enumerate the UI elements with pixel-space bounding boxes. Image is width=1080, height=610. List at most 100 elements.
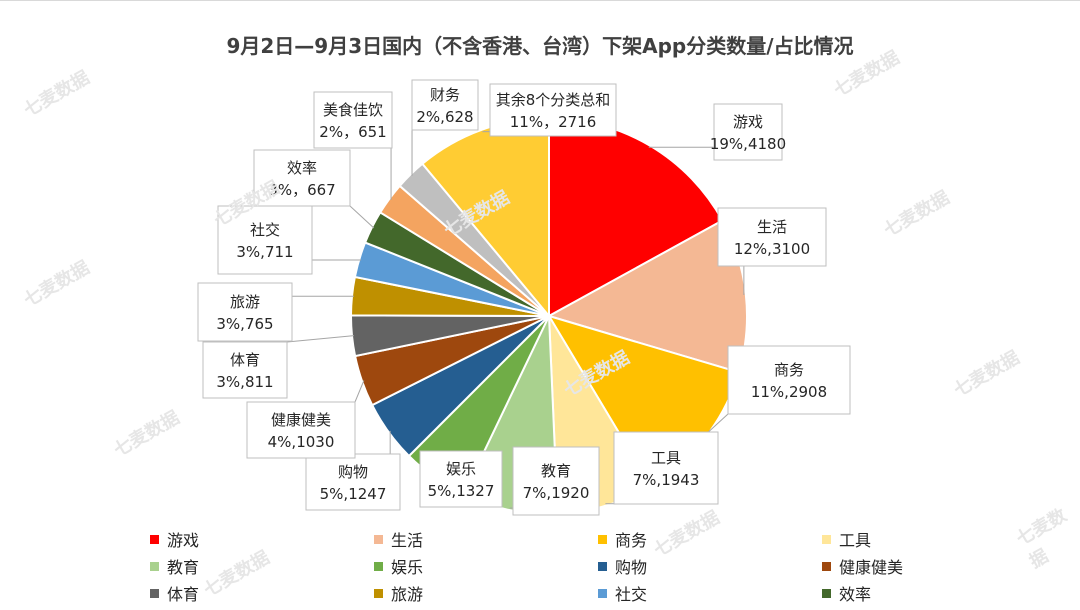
data-label-value: 3%,765 <box>216 315 273 333</box>
legend-swatch <box>374 588 383 598</box>
data-label-value: 11%，2716 <box>510 113 597 131</box>
data-label-name: 购物 <box>338 463 368 481</box>
data-label-5: 娱乐 5%,1327 <box>419 450 503 508</box>
chart-title: 9月2日—9月3日国内（不含香港、台湾）下架App分类数量/占比情况 <box>226 34 854 58</box>
data-label-name: 娱乐 <box>446 460 476 478</box>
data-label-8: 体育 3%,811 <box>202 341 288 399</box>
data-label-2: 商务 11%,2908 <box>727 345 851 415</box>
legend-swatch <box>150 588 159 598</box>
data-label-name: 旅游 <box>230 293 260 311</box>
data-label-name: 社交 <box>250 221 280 239</box>
data-label-box <box>419 450 503 508</box>
legend-swatch <box>150 561 159 571</box>
legend-item: 健康健美 <box>822 554 903 578</box>
legend-swatch <box>598 534 607 544</box>
data-label-12: 美食佳饮 2%，651 <box>313 91 393 149</box>
data-label-box <box>197 282 293 342</box>
data-label-value: 3%，667 <box>268 181 335 199</box>
data-label-value: 7%,1920 <box>523 484 590 502</box>
legend-item: 旅游 <box>374 581 423 605</box>
leader-line-8 <box>286 335 355 343</box>
legend-label: 教育 <box>167 558 200 577</box>
legend-swatch <box>822 561 831 571</box>
data-label-box <box>727 345 851 415</box>
data-label-box <box>489 83 617 137</box>
data-label-box <box>713 103 783 161</box>
leader-line-7 <box>354 380 365 403</box>
legend-item: 工具 <box>822 527 871 551</box>
data-label-box <box>202 341 288 399</box>
data-label-3: 工具 7%,1943 <box>613 431 719 505</box>
data-label-name: 教育 <box>541 462 571 480</box>
data-label-0: 游戏 19%,4180 <box>710 103 786 161</box>
data-label-value: 5%,1247 <box>320 485 387 503</box>
data-label-box <box>217 205 313 275</box>
data-label-1: 生活 12%,3100 <box>717 207 827 267</box>
legend-label: 效率 <box>839 585 872 604</box>
leader-line-11 <box>349 205 375 229</box>
data-label-name: 其余8个分类总和 <box>496 91 611 109</box>
legend-label: 商务 <box>615 531 648 550</box>
data-label-name: 游戏 <box>733 113 763 131</box>
data-label-value: 3%,711 <box>236 243 293 261</box>
legend-label: 社交 <box>615 585 648 604</box>
data-label-10: 社交 3%,711 <box>217 205 313 275</box>
legend-item: 商务 <box>598 527 647 551</box>
data-label-name: 美食佳饮 <box>323 101 383 119</box>
legend-label: 购物 <box>615 558 648 577</box>
legend-label: 娱乐 <box>391 558 424 577</box>
data-label-7: 健康健美 4%,1030 <box>246 401 356 459</box>
data-label-box <box>717 207 827 267</box>
data-label-box <box>253 149 351 207</box>
legend-swatch <box>374 561 383 571</box>
data-label-name: 工具 <box>651 449 681 467</box>
data-label-9: 旅游 3%,765 <box>197 282 293 342</box>
data-label-name: 健康健美 <box>271 411 331 429</box>
data-label-name: 商务 <box>774 361 804 379</box>
data-label-name: 效率 <box>287 159 317 177</box>
chart-legend: 游戏 生活 商务 工具教育 娱乐 购物 健康健美体育 旅游 社交 效率 <box>150 527 1050 607</box>
data-label-14: 其余8个分类总和 11%，2716 <box>489 83 617 137</box>
legend-swatch <box>822 588 831 598</box>
data-label-box <box>246 401 356 459</box>
data-label-name: 财务 <box>430 86 460 104</box>
data-label-name: 体育 <box>230 351 260 369</box>
data-label-11: 效率 3%，667 <box>253 149 351 207</box>
data-label-box <box>512 446 600 516</box>
data-label-value: 11%,2908 <box>751 383 827 401</box>
data-label-4: 教育 7%,1920 <box>512 446 600 516</box>
data-label-value: 19%,4180 <box>710 135 786 153</box>
data-label-value: 12%,3100 <box>734 240 810 258</box>
data-label-name: 生活 <box>757 218 787 236</box>
data-label-value: 2%，651 <box>319 123 386 141</box>
legend-item: 效率 <box>822 581 871 605</box>
legend-swatch <box>598 588 607 598</box>
data-label-value: 3%,811 <box>216 373 273 391</box>
legend-item: 游戏 <box>150 527 199 551</box>
legend-item: 体育 <box>150 581 199 605</box>
data-label-13: 财务 2%,628 <box>411 79 479 131</box>
data-label-box <box>613 431 719 505</box>
data-label-value: 5%,1327 <box>428 482 495 500</box>
data-label-box <box>411 79 479 131</box>
data-label-box <box>313 91 393 149</box>
data-label-value: 7%,1943 <box>633 471 700 489</box>
legend-label: 健康健美 <box>839 558 904 577</box>
legend-item: 生活 <box>374 527 423 551</box>
legend-item: 娱乐 <box>374 554 423 578</box>
legend-swatch <box>598 561 607 571</box>
legend-label: 工具 <box>839 531 872 550</box>
legend-label: 游戏 <box>167 531 200 550</box>
data-label-6: 购物 5%,1247 <box>305 453 401 511</box>
legend-item: 社交 <box>598 581 647 605</box>
legend-swatch <box>374 534 383 544</box>
legend-swatch <box>150 534 159 544</box>
legend-item: 教育 <box>150 554 199 578</box>
legend-label: 体育 <box>167 585 200 604</box>
data-label-value: 2%,628 <box>416 108 473 126</box>
legend-label: 生活 <box>391 531 424 550</box>
data-label-box <box>305 453 401 511</box>
legend-item: 购物 <box>598 554 647 578</box>
